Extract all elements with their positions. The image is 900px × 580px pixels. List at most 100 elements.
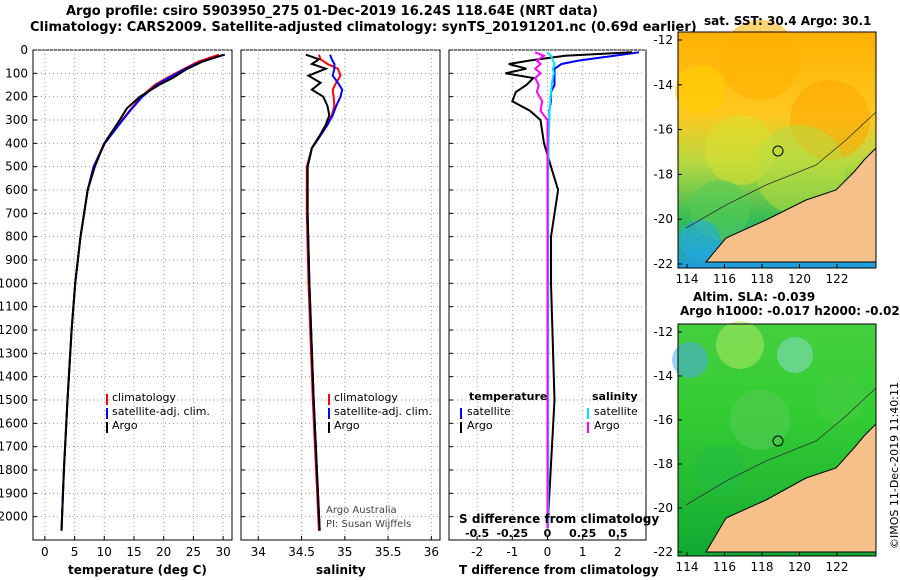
- map-x-tick-label: 118: [751, 272, 774, 286]
- y-tick-label: 200: [5, 90, 28, 104]
- map-sst-blob: [755, 125, 845, 215]
- map-y-tick-label: -18: [653, 457, 673, 471]
- map-sst-frame: [677, 31, 877, 269]
- s-tick-label: 0.25: [569, 527, 596, 540]
- imos-credit: ©IMOS 11-Dec-2019 11:40:11: [888, 382, 900, 549]
- y-tick-label: 900: [5, 253, 28, 267]
- map-x-tick-label: 118: [751, 560, 774, 574]
- y-tick-label: 2000: [0, 510, 28, 524]
- y-tick-label: 1000: [0, 276, 28, 290]
- map-x-tick-label: 120: [788, 560, 811, 574]
- x-tick-label: 30: [215, 545, 230, 559]
- map-y-tick-label: -12: [653, 325, 673, 339]
- sal-legend-satellite: satellite-adj. clim.: [334, 405, 432, 418]
- map-y-tick-label: -20: [653, 212, 673, 226]
- series-difference-s-argo: [533, 51, 549, 529]
- map-x-tick-label: 122: [826, 272, 849, 286]
- t-difference-axis-label: T difference from climatology: [459, 563, 659, 577]
- y-tick-label: 100: [5, 66, 28, 80]
- x-tick-label: 25: [186, 545, 201, 559]
- temp-legend-argo: Argo: [112, 419, 138, 432]
- y-tick-label: 1900: [0, 486, 28, 500]
- x-tick-label: 35.5: [375, 545, 402, 559]
- map-y-tick-label: -14: [653, 369, 673, 383]
- sal-legend-climatology: climatology: [334, 391, 398, 404]
- panel-temperature-frame: [32, 49, 233, 541]
- header-line-1: Argo profile: csiro 5903950_275 01-Dec-2…: [66, 4, 598, 19]
- s-tick-label: 0.5: [608, 527, 628, 540]
- x-tick-label: 35: [337, 545, 352, 559]
- sst-map-title: sat. SST: 30.4 Argo: 30.1: [704, 14, 872, 28]
- y-tick-label: 1400: [0, 370, 28, 384]
- s-tick-label: 0: [544, 527, 552, 540]
- argo-location-marker: [772, 435, 784, 447]
- argo-location-marker: [772, 145, 784, 157]
- map-y-tick-label: -14: [653, 78, 673, 92]
- temp-legend-climatology: climatology: [112, 391, 176, 404]
- y-tick-label: 500: [5, 160, 28, 174]
- x-tick-label: 5: [71, 545, 79, 559]
- y-tick-label: 1700: [0, 440, 28, 454]
- diff-legend-temperature-header: temperature: [469, 390, 548, 403]
- s-difference-axis-label: S difference from climatology: [459, 512, 660, 526]
- x-tick-label: 15: [126, 545, 141, 559]
- map-x-tick-label: 116: [713, 272, 736, 286]
- map-y-tick-label: -20: [653, 501, 673, 515]
- series-temperature-argo: [60, 53, 225, 531]
- map-sst-blob: [675, 65, 725, 115]
- map-sla-blob: [695, 445, 745, 495]
- x-tick-label: 2: [614, 545, 622, 559]
- diff-legend-s-argo: Argo: [594, 419, 620, 432]
- map-y-tick-label: -16: [653, 123, 673, 137]
- temperature-axis-label: temperature (deg C): [68, 563, 207, 577]
- map-sla-contour: [685, 387, 877, 506]
- series-salinity-argo: [305, 53, 331, 531]
- map-y-tick-label: -16: [653, 413, 673, 427]
- x-tick-label: 1: [579, 545, 587, 559]
- y-tick-label: 700: [5, 206, 28, 220]
- x-tick-label: 0: [41, 545, 49, 559]
- map-x-tick-label: 122: [826, 560, 849, 574]
- map-sla-blob: [716, 321, 764, 369]
- map-y-tick-label: -18: [653, 167, 673, 181]
- map-x-tick-label: 114: [676, 272, 699, 286]
- map-sla-frame: [677, 323, 877, 557]
- map-sst-contour: [685, 111, 877, 229]
- x-tick-label: 34: [251, 545, 266, 559]
- x-tick-label: 20: [156, 545, 171, 559]
- temp-legend-satellite: satellite-adj. clim.: [112, 405, 210, 418]
- map-sla-blob: [672, 342, 708, 378]
- x-tick-label: 34.5: [288, 545, 315, 559]
- x-tick-label: 0: [544, 545, 552, 559]
- map-y-tick-label: -22: [653, 545, 673, 559]
- x-tick-label: -2: [471, 545, 483, 559]
- diff-legend-t-argo: Argo: [467, 419, 493, 432]
- y-tick-label: 1300: [0, 346, 28, 360]
- y-tick-label: 1600: [0, 416, 28, 430]
- panel-salinity-frame: [240, 49, 441, 541]
- map-y-tick-label: -22: [653, 257, 673, 271]
- x-tick-label: -1: [506, 545, 518, 559]
- map-sla-blob: [777, 337, 813, 373]
- header-line-2: Climatology: CARS2009. Satellite-adjuste…: [30, 20, 697, 35]
- map-x-tick-label: 120: [788, 272, 811, 286]
- argo-australia-note: Argo Australia: [326, 505, 397, 516]
- map-sst-land: [704, 146, 877, 263]
- map-sla-blob: [815, 375, 865, 425]
- y-tick-label: 600: [5, 183, 28, 197]
- map-x-tick-label: 116: [713, 560, 736, 574]
- diff-legend-t-satellite: satellite: [467, 405, 511, 418]
- diff-legend-salinity-header: salinity: [592, 390, 638, 403]
- map-x-tick-label: 114: [676, 560, 699, 574]
- series-difference-t-argo: [505, 51, 632, 529]
- s-tick-label: -0.5: [465, 527, 489, 540]
- x-tick-label: 36: [424, 545, 439, 559]
- y-tick-label: 0: [20, 43, 28, 57]
- y-tick-label: 800: [5, 230, 28, 244]
- y-tick-label: 400: [5, 136, 28, 150]
- s-tick-label: -0.25: [496, 527, 528, 540]
- x-tick-label: 10: [97, 545, 112, 559]
- map-sla-land: [705, 422, 877, 553]
- sla-map-title-1: Altim. SLA: -0.039: [693, 290, 816, 304]
- y-tick-label: 1800: [0, 463, 28, 477]
